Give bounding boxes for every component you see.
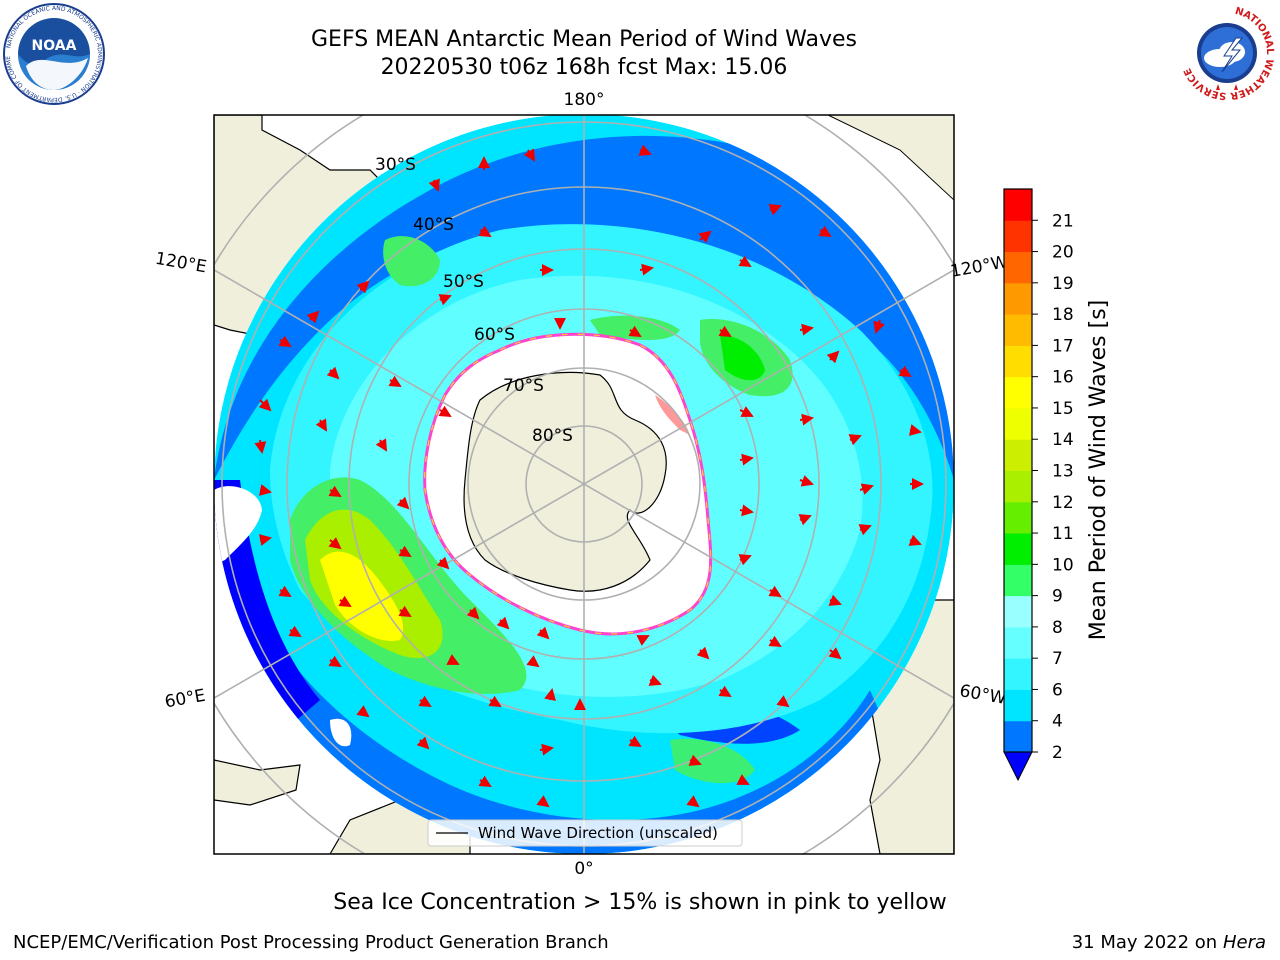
colorbar-segment [1004, 533, 1032, 565]
colorbar-segment [1004, 439, 1032, 471]
colorbar-label: Mean Period of Wind Waves [s] [1086, 300, 1111, 640]
svg-text:NOAA: NOAA [32, 38, 77, 54]
lat-label-50s: 50°S [443, 272, 484, 292]
graticule [214, 115, 954, 854]
lat-label-70s: 70°S [503, 376, 544, 396]
colorbar-tick-label: 18 [1052, 305, 1074, 325]
lon-label-120e: 120°E [154, 249, 208, 278]
lon-label-0: 0° [574, 859, 593, 879]
colorbar-tick-label: 7 [1052, 649, 1063, 669]
arrow-legend: Wind Wave Direction (unscaled) [427, 819, 743, 847]
colorbar-segment [1004, 189, 1032, 221]
lon-label-60w: 60°W [958, 681, 1008, 709]
colorbar-segment [1004, 314, 1032, 346]
colorbar-segment [1004, 376, 1032, 409]
legend-label: Wind Wave Direction (unscaled) [478, 824, 718, 842]
colorbar-tick-label: 15 [1052, 399, 1074, 419]
sea-ice-caption: Sea Ice Concentration > 15% is shown in … [333, 890, 947, 915]
colorbar-segment [1004, 282, 1032, 315]
colorbar-tick-label: 16 [1052, 368, 1074, 388]
lat-label-30s: 30°S [375, 155, 416, 175]
lon-label-180: 180° [564, 90, 605, 110]
colorbar-tick-label: 12 [1052, 493, 1074, 513]
colorbar-under-extension [1003, 751, 1033, 782]
noaa-logo: NATIONAL OCEANIC AND ATMOSPHERIC ADMINIS… [2, 2, 105, 105]
colorbar-tick-label: 20 [1052, 243, 1074, 263]
footer-machine: Hera [1222, 932, 1266, 953]
colorbar-tick-label: 8 [1052, 618, 1063, 638]
colorbar-tick-label: 10 [1052, 555, 1074, 575]
lon-label-60e: 60°E [163, 686, 207, 713]
colorbar-segment [1004, 720, 1032, 753]
footer-date-text: 31 May 2022 on [1071, 932, 1218, 953]
colorbar-segment [1004, 407, 1032, 440]
footer-date: 31 May 2022 on Hera [1072, 932, 1266, 953]
colorbar-segment [1004, 470, 1032, 503]
colorbar-segment [1004, 689, 1032, 722]
colorbar: 2 4 6 7 8 9 10 11 12 13 14 15 16 17 18 19 20 21 [1003, 188, 1074, 782]
colorbar-tick-label: 13 [1052, 462, 1074, 482]
map-title: GEFS MEAN Antarctic Mean Period of Wind … [311, 27, 857, 52]
colorbar-segment [1004, 220, 1032, 253]
lat-label-80s: 80°S [532, 426, 573, 446]
colorbar-segment [1004, 564, 1032, 597]
colorbar-segment [1004, 345, 1032, 378]
lat-label-60s: 60°S [474, 325, 515, 345]
map-subtitle: 20220530 t06z 168h fcst Max: 15.06 [380, 55, 788, 80]
lat-label-40s: 40°S [413, 215, 454, 235]
colorbar-tick-label: 21 [1052, 211, 1074, 231]
colorbar-tick-label: 19 [1052, 274, 1074, 294]
colorbar-tick-label: 17 [1052, 336, 1074, 356]
colorbar-tick-label: 14 [1052, 430, 1074, 450]
latitude-labels: 30°S 40°S 50°S 60°S 70°S 80°S [375, 155, 573, 446]
colorbar-segment [1004, 626, 1032, 659]
colorbar-tick-label: 11 [1052, 524, 1074, 544]
wind-wave-arrows [254, 144, 924, 808]
colorbar-segment [1004, 501, 1032, 534]
footer-credit: NCEP/EMC/Verification Post Processing Pr… [13, 932, 609, 953]
colorbar-tick-label: 2 [1052, 743, 1063, 763]
colorbar-tick-label: 4 [1052, 712, 1063, 732]
map-frame [213, 114, 955, 855]
colorbar-segment [1004, 251, 1032, 284]
colorbar-tick-label: 9 [1052, 587, 1063, 607]
colorbar-tick-label: 6 [1052, 680, 1063, 700]
colorbar-segment [1004, 595, 1032, 628]
nws-logo: NATIONAL WEATHER SERVICE [1177, 3, 1277, 103]
lon-label-120w: 120°W [949, 252, 1010, 282]
colorbar-segment [1004, 658, 1032, 690]
